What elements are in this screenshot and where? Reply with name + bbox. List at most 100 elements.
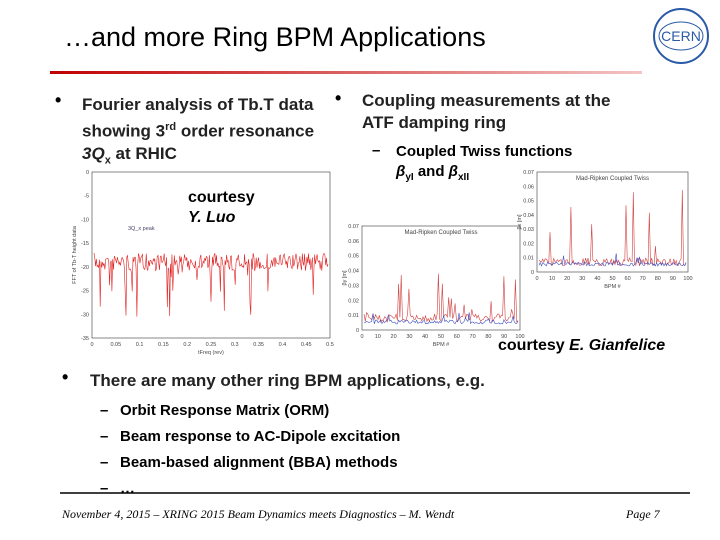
text: and bbox=[413, 163, 449, 180]
item-text: Orbit Response Matrix (ORM) bbox=[120, 402, 330, 419]
x-axis-label: tFreq (rev) bbox=[198, 350, 224, 356]
y-tick-label: 0.07 bbox=[348, 224, 359, 230]
y-tick-label: 0 bbox=[531, 270, 534, 276]
x-tick-label: 60 bbox=[454, 334, 460, 340]
y-tick-label: -10 bbox=[81, 217, 89, 223]
sub: xII bbox=[457, 172, 470, 183]
x-tick-label: 0 bbox=[90, 342, 93, 348]
left-courtesy: courtesy Y. Luo bbox=[188, 188, 255, 228]
x-tick-label: 70 bbox=[470, 334, 476, 340]
trace bbox=[363, 273, 519, 323]
right-bullet: Coupling measurements at the ATF damping… bbox=[362, 91, 611, 132]
plot: 0.07 0.06 0.05 0.04 0.03 0.02 0.01 00 10 20 30 40 50… bbox=[342, 224, 525, 348]
x-tick-label: 70 bbox=[640, 276, 646, 282]
trace bbox=[363, 312, 519, 325]
text: E. Gianfelice bbox=[569, 337, 666, 354]
y-tick-label: 0 bbox=[86, 170, 89, 176]
bullet-marker: • bbox=[335, 88, 342, 108]
bullet-marker: • bbox=[62, 367, 69, 387]
dash: – bbox=[100, 402, 109, 419]
sub: x bbox=[104, 154, 111, 167]
y-axis-label: βy [m] bbox=[342, 270, 348, 286]
text: β bbox=[448, 163, 458, 180]
plot: 0-5-10-15-20-25-30-350 0.05 0.1 0.15 0.2 0.25… bbox=[72, 170, 334, 356]
y-tick-label: 0.06 bbox=[523, 184, 534, 190]
y-tick-label: -25 bbox=[81, 289, 89, 295]
x-tick-label: 0.4 bbox=[279, 342, 287, 348]
dash: – bbox=[100, 428, 109, 445]
y-tick-label: 0.04 bbox=[348, 269, 359, 275]
item: – Beam-based alignment (BBA) methods bbox=[100, 450, 400, 476]
y-axis-label: βx [m] bbox=[517, 214, 523, 230]
y-tick-label: -20 bbox=[81, 265, 89, 271]
text: 3Q bbox=[82, 143, 105, 163]
bottom-bullet: There are many other ring BPM applicatio… bbox=[90, 371, 485, 390]
left-bullet: Fourier analysis of Tb.T data showing 3r… bbox=[82, 94, 322, 171]
x-tick-label: 60 bbox=[625, 276, 631, 282]
x-tick-label: 0.35 bbox=[253, 342, 264, 348]
right-sub: Coupled Twiss functions βyI and βxII bbox=[396, 142, 636, 188]
x-tick-label: 40 bbox=[594, 276, 600, 282]
dash: – bbox=[100, 454, 109, 471]
x-tick-label: 100 bbox=[515, 334, 524, 340]
trace bbox=[93, 252, 329, 317]
y-tick-label: 0.01 bbox=[348, 313, 359, 319]
text: at RHIC bbox=[110, 143, 177, 163]
x-tick-label: 0.15 bbox=[158, 342, 169, 348]
x-tick-label: 20 bbox=[564, 276, 570, 282]
x-tick-label: 0.45 bbox=[301, 342, 312, 348]
logo-text: CERN bbox=[661, 28, 701, 44]
y-tick-label: -5 bbox=[84, 194, 89, 200]
x-tick-label: 100 bbox=[683, 276, 692, 282]
title: …and more Ring BPM Applications bbox=[64, 22, 486, 52]
y-tick-label: 0.01 bbox=[523, 256, 534, 262]
item-list: – Orbit Response Matrix (ORM) – Beam respon… bbox=[100, 398, 400, 502]
trace bbox=[538, 253, 687, 267]
item-text: Beam response to AC-Dipole excitation bbox=[120, 428, 401, 445]
cern-logo: CERN bbox=[648, 4, 714, 68]
x-tick-label: 0.1 bbox=[136, 342, 144, 348]
text: Y. Luo bbox=[188, 209, 236, 226]
y-tick-label: 0 bbox=[356, 328, 359, 334]
y-tick-label: 0.03 bbox=[348, 283, 359, 289]
y-tick-label: 0.07 bbox=[523, 170, 534, 176]
item: – Beam response to AC-Dipole excitation bbox=[100, 424, 400, 450]
y-tick-label: 0.05 bbox=[348, 254, 359, 260]
y-tick-label: -30 bbox=[81, 312, 89, 318]
text: order resonance bbox=[176, 121, 315, 141]
x-tick-label: 0 bbox=[360, 334, 363, 340]
x-tick-label: 80 bbox=[485, 334, 491, 340]
x-tick-label: 90 bbox=[670, 276, 676, 282]
text: courtesy bbox=[188, 189, 255, 206]
y-tick-label: 0.05 bbox=[523, 199, 534, 205]
plot: 0.07 0.06 0.05 0.04 0.03 0.02 0.01 00 10 20 30 40 50… bbox=[517, 170, 693, 290]
page-number: Page 7 bbox=[626, 507, 660, 521]
bullet-marker: • bbox=[55, 90, 62, 110]
right-courtesy: courtesy E. Gianfelice bbox=[498, 337, 665, 355]
text: Coupled Twiss functions bbox=[396, 143, 573, 160]
plot-legend: 3Q_x peak bbox=[128, 226, 155, 232]
x-tick-label: 40 bbox=[422, 334, 428, 340]
x-tick-label: 30 bbox=[579, 276, 585, 282]
x-tick-label: 0.5 bbox=[326, 342, 334, 348]
x-tick-label: 50 bbox=[609, 276, 615, 282]
plot-title: Mad-Ripken Coupled Twiss bbox=[405, 230, 478, 236]
sup: rd bbox=[165, 121, 177, 133]
text: courtesy bbox=[498, 337, 570, 354]
x-tick-label: 30 bbox=[406, 334, 412, 340]
dash: – bbox=[372, 142, 381, 159]
x-axis-label: BPM # bbox=[433, 342, 450, 348]
dash: – bbox=[100, 480, 109, 497]
plot-frame bbox=[91, 171, 331, 339]
x-tick-label: 0.2 bbox=[183, 342, 191, 348]
y-tick-label: 0.02 bbox=[348, 298, 359, 304]
x-tick-label: 10 bbox=[549, 276, 555, 282]
text: Fourier analysis of Tb.T data showing 3 bbox=[82, 95, 314, 141]
item: – Orbit Response Matrix (ORM) bbox=[100, 398, 400, 424]
x-tick-label: 0.05 bbox=[110, 342, 121, 348]
item-text: … bbox=[120, 480, 135, 497]
footer-text: November 4, 2015 – XRING 2015 Beam Dynam… bbox=[62, 507, 455, 521]
y-tick-label: 0.03 bbox=[523, 227, 534, 233]
